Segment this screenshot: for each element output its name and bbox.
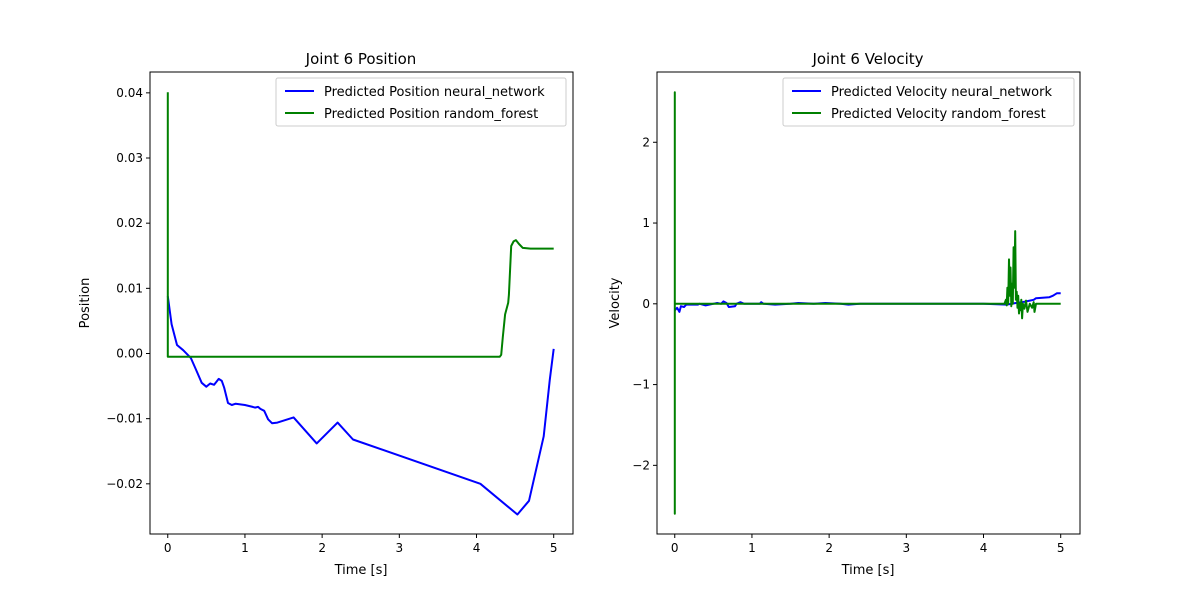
position-axes-frame — [149, 71, 574, 535]
position-y-tick-label: 0.04 — [116, 86, 143, 100]
position-x-tick-label: 3 — [396, 541, 404, 555]
velocity-y-axis-label: Velocity — [608, 277, 623, 328]
position-x-axis-label: Time [s] — [334, 563, 388, 578]
velocity-x-tick-label: 0 — [671, 541, 679, 555]
position-x-tick-label: 5 — [550, 541, 558, 555]
velocity-chart: Joint 6 Velocity Time [s] Velocity 0 1 2 3 4… — [608, 50, 1081, 578]
position-x-tick-label: 2 — [318, 541, 326, 555]
position-y-tick-label: 0.00 — [116, 347, 143, 361]
velocity-x-tick-label: 3 — [903, 541, 911, 555]
velocity-legend: Predicted Velocity neural_network Predic… — [782, 77, 1075, 127]
position-y-tick-label: 0.03 — [116, 151, 143, 165]
velocity-x-axis-label: Time [s] — [841, 563, 895, 578]
position-y-axis-label: Position — [78, 278, 93, 329]
velocity-y-tick-label: 1 — [642, 216, 650, 230]
velocity-x-tick-label: 2 — [825, 541, 833, 555]
position-legend-box — [275, 77, 567, 127]
position-legend-label-rf: Predicted Position random_forest — [324, 107, 538, 122]
position-x-tick-label: 1 — [241, 541, 249, 555]
position-y-tick-label: 0.02 — [116, 216, 143, 230]
velocity-legend-label-nn: Predicted Velocity neural_network — [831, 85, 1052, 100]
velocity-y-tick-label: 2 — [642, 135, 650, 149]
velocity-x-tick-label: 1 — [748, 541, 756, 555]
position-y-tick-label: −0.02 — [106, 477, 143, 491]
position-x-tick-label: 4 — [473, 541, 481, 555]
velocity-x-tick-label: 5 — [1057, 541, 1065, 555]
position-chart: Joint 6 Position Time [s] Position 0 1 2 3 4… — [78, 50, 574, 578]
velocity-y-tick-label: −1 — [632, 378, 650, 392]
position-series-neural-network-line — [166, 296, 555, 516]
velocity-series-random-forest-line — [673, 91, 1061, 515]
velocity-chart-title: Joint 6 Velocity — [811, 50, 923, 68]
position-chart-title: Joint 6 Position — [305, 50, 417, 68]
position-y-tick-label: −0.01 — [106, 412, 143, 426]
velocity-y-tick-label: 0 — [642, 297, 650, 311]
velocity-y-tick-label: −2 — [632, 458, 650, 472]
velocity-legend-box — [782, 77, 1075, 127]
position-plot-area: 0 1 2 3 4 5 −0.02 −0.01 0.00 0.01 0.02 0.03 0.04 — [106, 71, 574, 555]
position-series-random-forest-line — [166, 92, 554, 358]
position-x-tick-label: 0 — [164, 541, 172, 555]
velocity-x-tick-label: 4 — [980, 541, 988, 555]
velocity-plot-area: 0 1 2 3 4 5 −2 −1 0 1 2 — [632, 71, 1081, 555]
velocity-legend-label-rf: Predicted Velocity random_forest — [831, 107, 1046, 122]
position-y-tick-label: 0.01 — [116, 281, 143, 295]
position-legend: Predicted Position neural_network Predic… — [275, 77, 567, 127]
position-legend-label-nn: Predicted Position neural_network — [324, 85, 545, 100]
velocity-axes-frame — [656, 71, 1081, 535]
